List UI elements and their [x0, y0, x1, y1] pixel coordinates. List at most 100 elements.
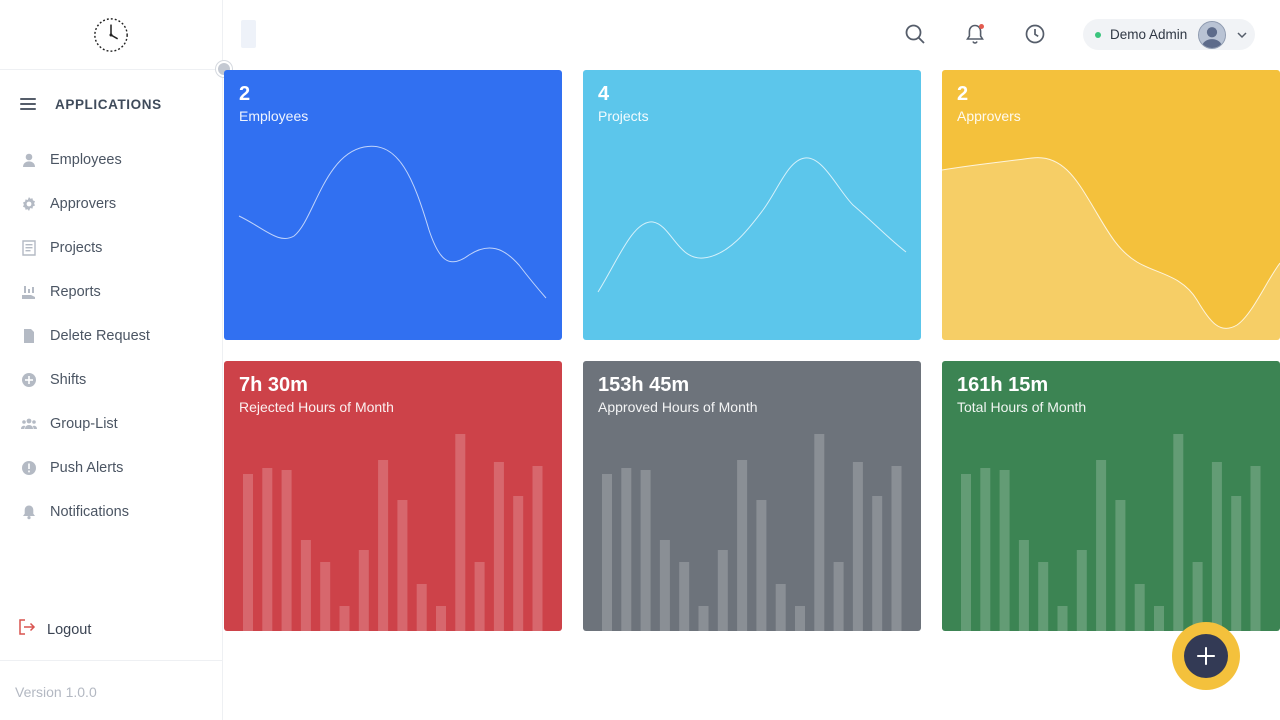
bar [999, 470, 1010, 631]
notification-dot [979, 24, 984, 29]
bar [961, 474, 971, 631]
bar [814, 434, 825, 631]
sidebar-item-notifications[interactable]: Notifications [0, 490, 222, 534]
sidebar-item-label: Group-List [50, 416, 118, 432]
bar [602, 474, 612, 631]
bar [795, 606, 805, 631]
rocky-time-logo[interactable] [92, 16, 130, 54]
approvers-area-chart [942, 157, 1280, 340]
search-input[interactable] [241, 20, 256, 48]
search-icon[interactable] [903, 22, 927, 46]
online-status-dot [1095, 31, 1101, 38]
topbar: Demo Admin [224, 0, 1280, 70]
bar [262, 468, 273, 631]
version-text: Version 1.0.0 [15, 684, 97, 700]
sidebar-item-delete-request[interactable]: Delete Request [0, 314, 222, 358]
sidebar-item-label: Employees [50, 152, 122, 168]
approved-hours-card[interactable]: 153h 45m Approved Hours of Month [583, 361, 921, 631]
card-value: 4 [598, 83, 610, 105]
bar [679, 562, 690, 631]
logout-icon [18, 618, 36, 641]
bar [1018, 540, 1029, 631]
avatar [1198, 20, 1227, 49]
bar [320, 562, 331, 631]
bar [1154, 606, 1164, 631]
bar [737, 460, 748, 631]
bar [436, 606, 446, 631]
alert-icon [21, 460, 37, 476]
bell-icon[interactable] [963, 22, 987, 46]
clock-icon[interactable] [1023, 22, 1047, 46]
hamburger-menu-icon[interactable] [20, 98, 36, 110]
bar [621, 468, 632, 631]
bar [659, 540, 670, 631]
bar [980, 468, 991, 631]
approved-hours-bar-chart [602, 434, 902, 631]
applications-title: APPLICATIONS [55, 96, 162, 112]
bar [756, 500, 767, 631]
sidebar-item-projects[interactable]: Projects [0, 226, 222, 270]
sidebar-item-approvers[interactable]: Approvers [0, 182, 222, 226]
user-menu[interactable]: Demo Admin [1083, 19, 1255, 50]
bar [1057, 606, 1068, 631]
add-icon [1184, 634, 1228, 678]
sidebar-item-shifts[interactable]: Shifts [0, 358, 222, 402]
bar [339, 606, 350, 631]
card-value: 2 [957, 83, 969, 105]
bar [833, 562, 844, 631]
chevron-down-icon [1237, 31, 1247, 38]
plus-circle-icon [21, 372, 37, 388]
sidebar-item-push-alerts[interactable]: Push Alerts [0, 446, 222, 490]
total-hours-card[interactable]: 161h 15m Total Hours of Month [942, 361, 1280, 631]
logout-label: Logout [47, 621, 92, 638]
sidebar-item-group-list[interactable]: Group-List [0, 402, 222, 446]
employees-card[interactable]: 2 Employees [224, 70, 562, 340]
card-value: 153h 45m [598, 374, 690, 396]
card-label: Employees [239, 108, 309, 124]
bar [1211, 462, 1222, 631]
group-icon [21, 416, 37, 432]
approvers-card[interactable]: 2 Approvers [942, 70, 1280, 340]
total-hours-bar-chart [961, 434, 1261, 631]
bar [1134, 584, 1145, 631]
projects-card[interactable]: 4 Projects [583, 70, 921, 340]
sidebar: APPLICATIONS Employees Approvers Project… [0, 0, 223, 720]
sidebar-item-reports[interactable]: Reports [0, 270, 222, 314]
bar [698, 606, 709, 631]
document-icon [21, 240, 37, 256]
bar [775, 584, 786, 631]
bar [1115, 500, 1126, 631]
bar [397, 500, 408, 631]
card-label: Total Hours of Month [957, 399, 1087, 415]
bar [852, 462, 863, 631]
employees-sparkline [238, 145, 547, 299]
add-button[interactable] [1172, 622, 1240, 690]
bar [1192, 562, 1203, 631]
bar [1076, 550, 1087, 631]
applications-header: APPLICATIONS [0, 70, 222, 138]
card-value: 161h 15m [957, 374, 1049, 396]
bar [474, 562, 485, 631]
card-label: Approvers [957, 108, 1021, 124]
bar [1096, 460, 1107, 631]
user-name: Demo Admin [1110, 27, 1188, 42]
sidebar-item-label: Approvers [50, 196, 117, 212]
bar [717, 550, 728, 631]
gear-icon [21, 196, 37, 212]
rejected-hours-card[interactable]: 7h 30m Rejected Hours of Month [224, 361, 562, 631]
logout-button[interactable]: Logout [18, 618, 91, 641]
version-footer: Version 1.0.0 [0, 660, 223, 720]
card-label: Projects [598, 108, 649, 124]
sidebar-item-employees[interactable]: Employees [0, 138, 222, 182]
bell-icon [21, 504, 37, 520]
sidebar-item-label: Projects [50, 240, 103, 256]
bar [513, 496, 524, 631]
bar [455, 434, 466, 631]
bar [378, 460, 389, 631]
bar [358, 550, 369, 631]
bar [243, 474, 253, 631]
file-icon [21, 328, 37, 344]
bar [493, 462, 504, 631]
logo-area [0, 0, 222, 70]
bar [532, 466, 543, 631]
